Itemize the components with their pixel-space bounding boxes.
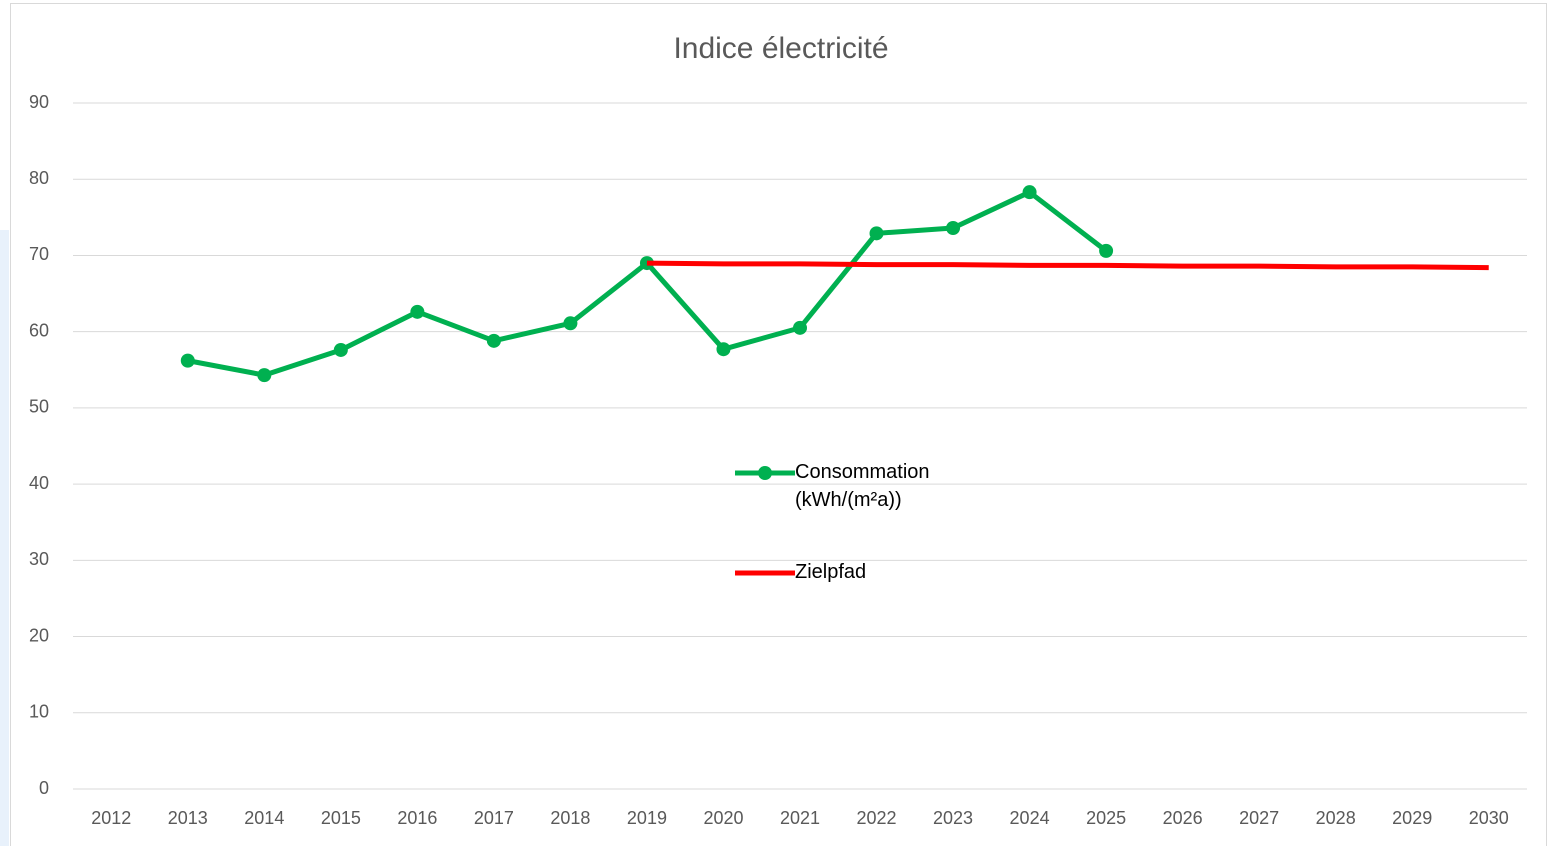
series-line — [187, 189, 1108, 378]
legend-entry: Zielpfad — [735, 560, 975, 586]
x-tick-label: 2025 — [1086, 808, 1126, 828]
x-tick-label: 2023 — [933, 808, 973, 828]
chart-title: Indice électricité — [673, 32, 888, 65]
data-point — [563, 316, 578, 331]
y-tick-label: 10 — [29, 702, 49, 722]
x-tick-label: 2028 — [1316, 808, 1356, 828]
x-tick-label: 2022 — [857, 808, 897, 828]
x-tick-label: 2012 — [91, 808, 131, 828]
y-tick-label: 30 — [29, 549, 49, 569]
data-point — [946, 221, 961, 236]
x-tick-label: 2018 — [550, 808, 590, 828]
y-tick-label: 50 — [29, 397, 49, 417]
y-tick-label: 0 — [39, 778, 49, 798]
series-line — [646, 260, 1489, 271]
x-tick-label: 2027 — [1239, 808, 1279, 828]
y-tick-label: 80 — [29, 168, 49, 188]
legend-swatch — [735, 466, 795, 480]
x-tick-label: 2024 — [1010, 808, 1050, 828]
x-tick-label: 2021 — [780, 808, 820, 828]
data-point — [716, 342, 731, 357]
x-tick-label: 2019 — [627, 808, 667, 828]
x-tick-label: 2030 — [1469, 808, 1509, 828]
x-tick-label: 2017 — [474, 808, 514, 828]
legend-label: Consommation (kWh/(m²a)) — [795, 461, 930, 511]
legend-entry: Consommation (kWh/(m²a)) — [735, 460, 975, 514]
data-point — [410, 304, 425, 319]
x-tick-label: 2026 — [1163, 808, 1203, 828]
y-tick-label: 90 — [29, 92, 49, 112]
legend-label: Zielpfad — [795, 561, 867, 583]
data-point — [869, 226, 884, 241]
x-tick-label: 2016 — [397, 808, 437, 828]
side-strip — [0, 230, 9, 846]
x-tick-label: 2013 — [168, 808, 208, 828]
y-tick-label: 70 — [29, 244, 49, 264]
y-tick-label: 60 — [29, 320, 49, 340]
data-point — [257, 368, 272, 383]
data-point — [1022, 185, 1037, 200]
y-tick-label: 40 — [29, 473, 49, 493]
data-point — [333, 342, 348, 357]
legend-swatch — [735, 570, 795, 576]
x-tick-label: 2029 — [1392, 808, 1432, 828]
chart-border — [10, 3, 1547, 846]
legend-marker — [758, 466, 772, 480]
data-point — [180, 353, 195, 368]
data-point — [486, 333, 501, 348]
data-point — [793, 320, 807, 335]
x-tick-label: 2015 — [321, 808, 361, 828]
x-tick-label: 2014 — [244, 808, 284, 828]
data-point — [1099, 243, 1114, 258]
x-tick-label: 2020 — [703, 808, 743, 828]
y-tick-label: 20 — [29, 625, 49, 645]
